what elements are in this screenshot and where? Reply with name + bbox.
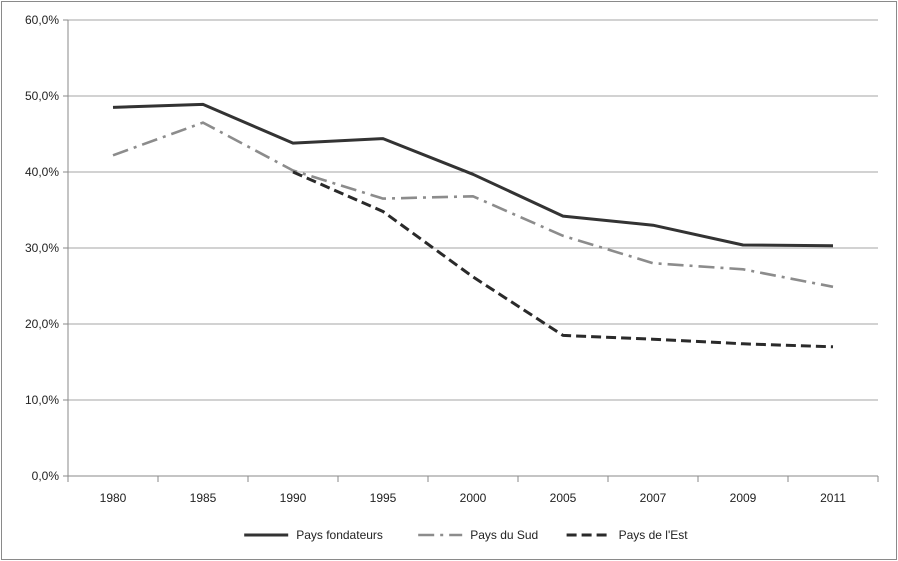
gridlines [68,19,878,401]
y-tick-label: 10,0% [25,393,59,407]
legend-label: Pays fondateurs [296,528,383,542]
x-tick-label: 1995 [370,491,397,505]
legend-label: Pays de l'Est [619,528,689,542]
x-tick-label: 2011 [820,491,846,505]
x-tick-label: 2005 [550,491,577,505]
x-axis-tick-labels: 1980 1985 1990 1995 2000 2005 2007 2009 2011 [100,491,847,505]
legend: Pays fondateurs Pays du Sud Pays de l'Est [244,528,688,542]
series-line-pays-fondateurs [112,102,834,248]
y-tick-label: 30,0% [25,241,59,255]
series-line-pays-du-sud [112,121,834,289]
y-tick-label: 20,0% [25,317,59,331]
y-tick-label: 40,0% [25,165,59,179]
x-tick-label: 1985 [190,491,217,505]
series-line-pays-de-l-est [292,170,834,349]
y-axis-tick-labels: 0,0% 10,0% 20,0% 30,0% 40,0% 50,0% 60,0% [25,13,59,483]
x-tick-label: 2009 [730,491,757,505]
legend-item: Pays de l'Est [566,528,689,542]
axes [63,19,879,482]
y-tick-label: 60,0% [25,13,59,27]
x-tick-label: 2000 [460,491,487,505]
y-tick-label: 50,0% [25,89,59,103]
y-tick-label: 0,0% [32,469,60,483]
x-tick-label: 1990 [280,491,307,505]
legend-label: Pays du Sud [470,528,538,542]
legend-item: Pays fondateurs [244,528,383,542]
series-lines [112,102,834,349]
x-tick-label: 1980 [100,491,127,505]
x-tick-label: 2007 [640,491,667,505]
legend-item: Pays du Sud [418,528,538,542]
